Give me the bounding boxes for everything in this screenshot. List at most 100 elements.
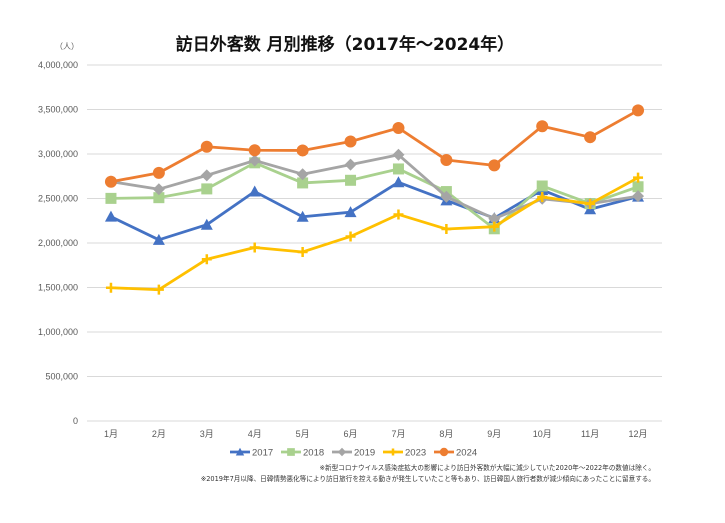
series-2019 [104,148,645,225]
series-line-2023 [110,176,639,292]
x-tick-label: 7月 [391,429,405,439]
data-point-marker [392,163,404,175]
y-tick-label: 0 [73,416,78,426]
data-point-marker [440,153,453,166]
legend-item-2017: 2017 [230,448,273,459]
data-point-marker [488,159,501,172]
legend-label: 2019 [354,448,375,459]
data-point-marker [337,447,347,457]
data-point-marker [392,121,405,134]
data-point-marker [441,224,452,235]
data-point-marker [632,104,645,117]
data-point-marker [296,168,309,181]
data-point-marker [633,172,644,183]
data-point-marker [235,447,245,456]
x-tick-label: 5月 [296,429,310,439]
data-point-marker [153,284,164,295]
data-point-marker [297,177,309,189]
y-tick-label: 2,000,000 [38,238,78,248]
x-tick-label: 1月 [104,429,118,439]
x-axis-ticks: 1月 2月 3月 4月 5月 6月 7月 8月 9月 10月 11月 12月 [104,429,648,439]
legend-item-2019: 2019 [332,448,375,459]
data-point-marker [585,198,596,209]
y-axis-ticks: 0 500,000 1,000,000 1,500,000 2,000,000 2,500… [38,60,78,426]
x-tick-label: 2月 [152,429,166,439]
data-point-marker [201,254,212,265]
data-point-marker [488,212,501,225]
x-tick-label: 8月 [439,429,453,439]
legend-label: 2024 [456,448,477,459]
data-point-marker [105,282,116,293]
data-point-marker [297,246,308,257]
y-tick-label: 500,000 [45,372,78,382]
data-point-marker [200,140,213,153]
data-point-marker [152,233,165,245]
x-tick-label: 10月 [533,429,552,439]
data-point-marker [248,154,261,167]
series-line-2018 [110,161,639,231]
x-tick-label: 6月 [344,429,358,439]
legend-item-2024: 2024 [434,448,477,459]
x-tick-label: 11月 [581,429,599,439]
data-point-marker [201,183,213,195]
x-tick-label: 3月 [200,429,214,439]
y-axis-unit-label: （人） [55,42,79,51]
data-point-marker [248,185,261,197]
series-line-2024 [110,109,639,184]
data-point-marker [439,447,449,457]
data-point-marker [537,192,548,203]
y-tick-label: 1,500,000 [38,283,78,293]
y-tick-label: 2,500,000 [38,194,78,204]
data-point-marker [200,169,213,182]
series-2023 [105,172,644,295]
series-group [104,104,645,295]
data-point-marker [345,174,357,186]
data-point-marker [344,158,357,171]
y-tick-label: 4,000,000 [38,60,78,70]
data-point-marker [248,144,261,157]
data-point-marker [440,190,453,203]
data-point-marker [584,131,597,144]
data-point-marker [536,120,549,133]
series-line-2017 [110,180,639,242]
data-point-marker [153,192,165,204]
data-point-marker [287,448,295,456]
legend-label: 2017 [252,448,273,459]
data-point-marker [296,210,309,222]
legend-label: 2018 [303,448,324,459]
data-point-marker [389,448,397,456]
chart-title: 訪日外客数 月別推移（2017年～2024年） [176,34,515,55]
data-point-marker [536,180,548,192]
data-point-marker [152,183,165,196]
y-tick-label: 3,500,000 [38,105,78,115]
series-line-2019 [110,153,639,221]
legend-label: 2023 [405,448,426,459]
data-point-marker [200,218,213,230]
data-point-marker [632,190,645,203]
data-point-marker [152,166,165,179]
data-point-marker [392,176,405,188]
legend-item-2018: 2018 [281,448,324,459]
series-2024 [104,104,645,188]
data-point-marker [392,148,405,161]
data-point-marker [104,210,117,222]
data-point-marker [105,192,117,204]
x-tick-label: 4月 [248,429,262,439]
data-point-marker [344,135,357,148]
footnote-korea: ※2019年7月以降、日韓情勢悪化等により訪日旅行を控える動きが発生していたこと… [201,474,655,483]
data-point-marker [489,221,500,232]
legend: 2017 2018 2019 2023 2024 [230,448,477,459]
data-point-marker [296,144,309,157]
y-tick-label: 3,000,000 [38,149,78,159]
x-tick-label: 9月 [487,429,501,439]
gridlines [87,64,662,422]
footnote-covid: ※新型コロナウイルス感染症拡大の影響により訪日外客数が大幅に減少していた2020… [320,463,655,472]
x-tick-label: 12月 [629,429,648,439]
data-point-marker [249,242,260,253]
data-point-marker [632,181,644,193]
y-tick-label: 1,000,000 [38,327,78,337]
series-2017 [104,176,645,245]
data-point-marker [104,175,117,188]
legend-item-2023: 2023 [383,448,426,459]
